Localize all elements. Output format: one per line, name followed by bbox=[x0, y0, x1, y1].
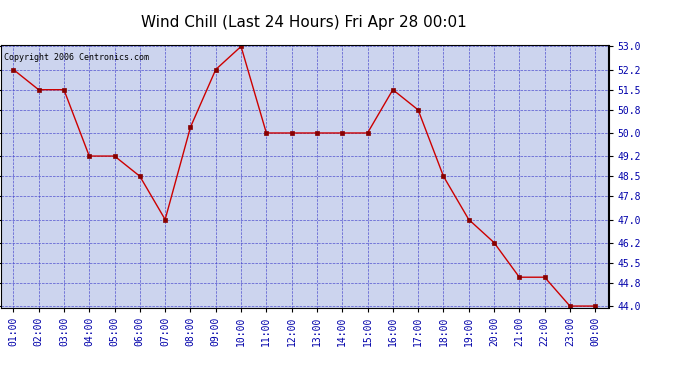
Text: Wind Chill (Last 24 Hours) Fri Apr 28 00:01: Wind Chill (Last 24 Hours) Fri Apr 28 00… bbox=[141, 15, 466, 30]
Text: Copyright 2006 Centronics.com: Copyright 2006 Centronics.com bbox=[3, 53, 149, 62]
